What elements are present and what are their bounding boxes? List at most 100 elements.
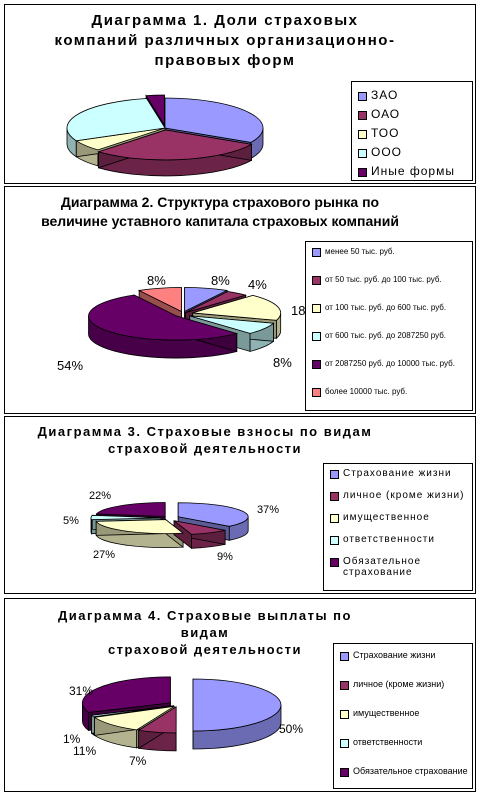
- pie-slice: [90, 705, 174, 718]
- pie-slice: [97, 129, 253, 161]
- pie-slice: [93, 705, 175, 731]
- data-label: 1%: [63, 732, 81, 746]
- legend-label: имущественное: [353, 708, 420, 718]
- legend-item: имущественное: [340, 708, 470, 719]
- legend-swatch: [340, 652, 349, 661]
- chart-panel-3: Диаграмма 3. Страховые взносы по видам с…: [4, 416, 476, 594]
- legend-label: Страхование жизни: [343, 468, 452, 479]
- data-label: 7%: [129, 754, 147, 768]
- pie-slice: [95, 519, 185, 534]
- chart-1-title-line: компаний различных организационно-: [54, 32, 396, 49]
- data-label: 4%: [248, 277, 267, 292]
- legend-label: ОАО: [371, 107, 401, 121]
- chart-1-title: Диаграмма 1. Доли страховых компаний раз…: [45, 11, 405, 71]
- legend-swatch: [358, 130, 367, 139]
- chart-2-legend: менее 50 тыс. руб. от 50 тыс. руб. до 100…: [305, 241, 473, 411]
- chart-2-title-line: Диаграмма 2. Структура страхового рынка …: [60, 194, 380, 210]
- legend-item: Страхование жизни: [340, 650, 470, 661]
- pie-slice: [137, 287, 182, 313]
- legend-label: ответственности: [343, 534, 435, 545]
- chart-2-title: Диаграмма 2. Структура страхового рынка …: [15, 193, 425, 231]
- pie-slice: [66, 98, 166, 142]
- legend-item: ответственности: [330, 534, 470, 545]
- legend-label: Страхование жизни: [353, 650, 436, 660]
- pie-slice: [173, 520, 226, 535]
- legend-item: Обязательное страхование: [340, 766, 470, 777]
- legend-swatch: [312, 276, 321, 285]
- chart-3-title-line: страховой деятельности: [107, 441, 303, 456]
- data-label: 31%: [69, 684, 93, 698]
- legend-label: Обязательное страхование: [353, 766, 468, 776]
- data-label: 27%: [93, 549, 115, 561]
- pie-slice: [90, 514, 162, 521]
- chart-1-title-line: правовых форм: [154, 52, 296, 69]
- legend-label: Иные формы: [371, 164, 455, 178]
- pie-slice: [145, 94, 165, 127]
- legend-swatch: [340, 710, 349, 719]
- legend-item: Обязательное страхование: [330, 556, 470, 578]
- legend-label: от 100 тыс. руб. до 600 тыс. руб.: [325, 303, 447, 312]
- legend-item: Иные формы: [358, 164, 470, 178]
- chart-3-pie: 37% 9% 27% 5% 22%: [63, 490, 279, 563]
- legend-label: от 50 тыс. руб. до 100 тыс. руб.: [325, 275, 442, 284]
- chart-1-title-line: Диаграмма 1. Доли страховых: [91, 12, 359, 29]
- data-label: 5%: [63, 515, 79, 527]
- chart-3-title: Диаграмма 3. Страховые взносы по видам с…: [35, 423, 375, 457]
- chart-1-legend: ЗАО ОАО ТОО ООО Иные формы: [351, 81, 473, 181]
- data-label: 50%: [279, 722, 303, 736]
- pie-slice: [164, 97, 264, 143]
- data-label: 8%: [147, 273, 166, 288]
- legend-label: от 2087250 руб. до 10000 тыс. руб.: [325, 359, 455, 368]
- chart-panel-2: Диаграмма 2. Структура страхового рынка …: [4, 186, 476, 414]
- legend-label: ответственности: [353, 737, 423, 747]
- legend-item: от 100 тыс. руб. до 600 тыс. руб.: [312, 302, 470, 313]
- legend-label: ЗАО: [371, 88, 399, 102]
- chart-4-title: Диаграмма 4. Страховые выплаты по видам …: [35, 607, 375, 658]
- data-label: 22%: [89, 490, 111, 502]
- legend-swatch: [312, 388, 321, 397]
- legend-swatch: [312, 304, 321, 313]
- data-label: 11%: [73, 744, 96, 758]
- legend-swatch: [358, 149, 367, 158]
- legend-swatch: [358, 168, 367, 177]
- legend-item: от 50 тыс. руб. до 100 тыс. руб.: [312, 274, 470, 285]
- legend-label: менее 50 тыс. руб.: [325, 247, 395, 256]
- chart-4-title-line: Диаграмма 4. Страховые выплаты по видам: [58, 608, 352, 640]
- legend-item: имущественное: [330, 512, 470, 523]
- pie-slice: [192, 678, 282, 732]
- legend-swatch: [312, 248, 321, 257]
- pie-slice: [192, 295, 282, 321]
- legend-swatch: [358, 92, 367, 101]
- legend-swatch: [330, 536, 339, 545]
- legend-swatch: [340, 768, 349, 777]
- legend-swatch: [312, 332, 321, 341]
- data-label: 8%: [211, 273, 230, 288]
- legend-swatch: [330, 470, 339, 479]
- legend-item: от 600 тыс. руб. до 2087250 руб.: [312, 330, 470, 341]
- legend-item: более 10000 тыс. руб.: [312, 386, 470, 397]
- legend-item: от 2087250 руб. до 10000 тыс. руб.: [312, 358, 470, 369]
- legend-label: от 600 тыс. руб. до 2087250 руб.: [325, 331, 447, 340]
- legend-item: личное (кроме жизни): [340, 679, 470, 690]
- legend-swatch: [340, 681, 349, 690]
- chart-4-title-line: страховой деятельности: [107, 642, 303, 657]
- legend-label: Обязательное страхование: [343, 556, 422, 578]
- pie-slice: [95, 502, 166, 517]
- legend-swatch: [340, 739, 349, 748]
- legend-label: имущественное: [343, 512, 430, 523]
- chart-3-title-line: Диаграмма 3. Страховые взносы по видам: [37, 424, 373, 439]
- legend-item: личное (кроме жизни): [330, 490, 470, 501]
- pie-slice: [185, 291, 248, 313]
- legend-item: ОАО: [358, 107, 470, 121]
- legend-swatch: [330, 558, 339, 567]
- pie-slice: [177, 502, 249, 527]
- chart-1-pie: [66, 94, 264, 177]
- legend-item: ответственности: [340, 737, 470, 748]
- chart-4-legend: Страхование жизни личное (кроме жизни) иму…: [333, 643, 473, 789]
- legend-item: ЗАО: [358, 88, 470, 102]
- data-label: 54%: [57, 358, 83, 373]
- data-label: 37%: [257, 504, 279, 516]
- chart-panel-4: Диаграмма 4. Страховые выплаты по видам …: [4, 598, 476, 792]
- legend-swatch: [312, 360, 321, 369]
- pie-slice: [88, 294, 239, 341]
